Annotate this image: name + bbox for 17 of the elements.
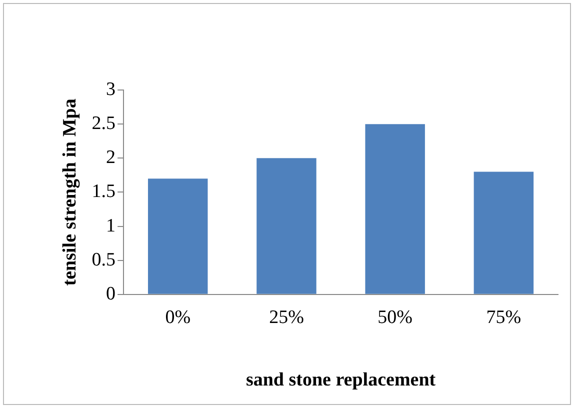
bar [365,124,425,294]
x-axis-title: sand stone replacement [246,370,436,391]
y-tick-label: 1 [106,215,116,236]
bar [148,178,208,294]
y-tick-label: 3 [106,78,116,100]
x-tick-label: 0% [165,306,191,328]
y-tick-label: 0.5 [92,249,116,270]
x-tick-label: 25% [269,306,304,328]
y-tick-label: 2 [106,147,116,168]
y-axis-title: tensile strength in Mpa [59,98,80,286]
y-tick-label: 1.5 [92,181,116,202]
y-tick-label: 0 [106,283,116,304]
bar [474,172,534,294]
x-tick-label: 75% [486,306,522,328]
bar [256,158,316,294]
y-tick-label: 2.5 [92,113,116,134]
x-tick-label: 50% [378,306,413,328]
